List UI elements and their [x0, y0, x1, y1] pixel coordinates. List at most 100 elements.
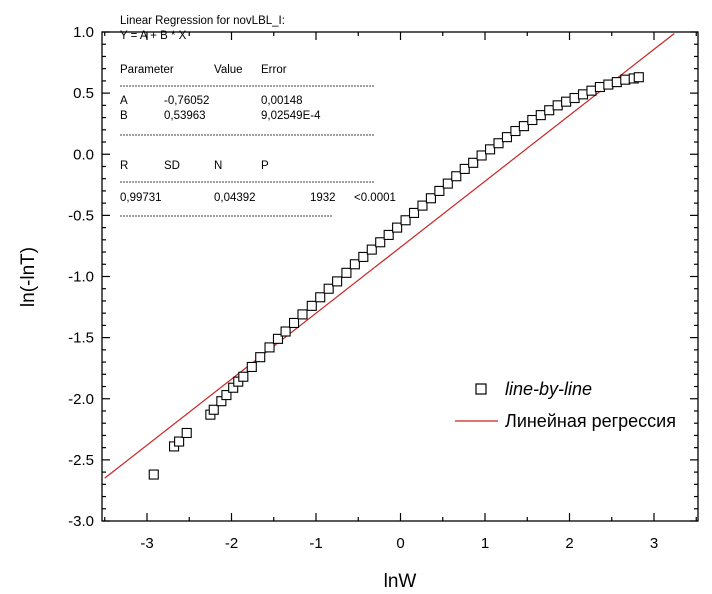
scatter-point — [306, 300, 317, 311]
scatter-point — [408, 207, 420, 218]
scatter-point — [552, 100, 563, 111]
x-axis-title: lnW — [384, 571, 417, 592]
scatter-point — [476, 150, 487, 161]
scatter-point — [493, 138, 504, 149]
scatter-point — [586, 85, 597, 96]
legend: line-by-line Линейная регрессия — [455, 379, 676, 431]
x-tick-label: 0 — [396, 535, 404, 552]
scatter-point — [280, 326, 291, 337]
scatter-point — [485, 144, 496, 155]
scatter-point — [603, 79, 614, 90]
scatter-point — [518, 121, 529, 132]
x-tick-label: -2 — [225, 535, 238, 552]
scatter-point — [148, 469, 159, 480]
scatter-point — [358, 251, 369, 262]
scatter-point — [535, 110, 546, 121]
scatter-point — [255, 352, 266, 363]
stat-value-sd: 0,04392 — [214, 192, 256, 204]
legend-label-scatter: line-by-line — [505, 379, 592, 399]
scatter-point — [544, 105, 555, 116]
axis-tick-labels: -3 -2 -1 0 1 2 3 -3.0 -2.5 -2.0 -1.5 -1.0 -0.5 0.0 0.5… — [68, 24, 658, 552]
regression-title: Linear Regression for novLBL_I: — [120, 15, 285, 27]
param-header-error: Error — [261, 64, 287, 76]
scatter-point — [366, 244, 377, 255]
legend-label-regression: Линейная регрессия — [505, 411, 676, 431]
stat-value-p: <0.0001 — [354, 192, 396, 204]
scatter-point — [383, 229, 394, 240]
y-tick-label: -1.5 — [68, 330, 94, 347]
scatter-point — [208, 404, 219, 415]
param-row-b-error: 9,02549E-4 — [261, 110, 321, 122]
scatter-point — [468, 157, 479, 168]
scatter-point — [323, 283, 334, 294]
scatter-point — [451, 171, 462, 182]
stat-value-r: 0,99731 — [120, 192, 162, 204]
scatter-point — [238, 371, 249, 382]
scatter-point — [561, 96, 572, 107]
x-tick-label: 3 — [650, 535, 658, 552]
scatter-point — [288, 317, 300, 329]
stat-header-n: N — [214, 160, 222, 172]
param-row-a-error: 0,00148 — [261, 95, 303, 107]
x-tick-label: -1 — [309, 535, 322, 552]
stat-header-r: R — [120, 160, 128, 172]
stat-header-sd: SD — [164, 160, 180, 172]
stat-header-p: P — [261, 160, 269, 172]
scatter-point — [246, 361, 257, 373]
scatter-point — [577, 89, 589, 100]
scatter-point — [620, 74, 631, 85]
scatter-point — [425, 193, 436, 204]
scatter-point — [181, 427, 192, 439]
scatter-point — [332, 276, 343, 287]
scatter-point — [527, 114, 538, 126]
scatter-point — [442, 178, 453, 189]
scatter-point — [510, 125, 521, 137]
stat-value-n: 1932 — [310, 192, 336, 204]
scatter-point — [216, 396, 227, 407]
scatter-point — [264, 342, 275, 353]
y-tick-label: -1.0 — [68, 269, 94, 286]
y-tick-label: -2.5 — [68, 452, 94, 469]
scatter-point — [221, 390, 232, 401]
scatter-point — [501, 132, 513, 143]
scatter-point — [434, 185, 445, 196]
param-row-a-name: A — [120, 95, 128, 107]
y-tick-label: 0.0 — [73, 146, 94, 163]
y-axis-title: ln(-lnT) — [18, 247, 39, 307]
scatter-point — [459, 163, 470, 174]
y-tick-label: -0.5 — [68, 207, 94, 224]
param-row-b-value: 0,53963 — [164, 110, 206, 122]
scatter-point — [392, 222, 403, 233]
scatter-point — [417, 200, 428, 211]
scatter-point — [569, 92, 580, 104]
param-header-parameter: Parameter — [120, 64, 174, 76]
scatter-point — [633, 72, 644, 83]
scatter-point — [272, 333, 284, 344]
axis-ticks — [102, 31, 698, 522]
scatter-point — [349, 259, 360, 270]
param-header-value: Value — [214, 64, 243, 76]
scatter-points — [148, 72, 644, 480]
x-tick-label: -3 — [140, 535, 153, 552]
scatter-point — [297, 309, 308, 320]
scatter-point — [400, 215, 411, 226]
scatter-point — [594, 81, 605, 93]
scatter-point — [611, 77, 622, 88]
scatter-point — [315, 292, 326, 303]
y-tick-label: 1.0 — [73, 24, 94, 41]
y-tick-label: -2.0 — [68, 391, 94, 408]
x-tick-label: 2 — [565, 535, 573, 552]
regression-line — [104, 33, 675, 479]
scatter-point — [174, 436, 185, 447]
y-tick-label: 0.5 — [73, 85, 94, 102]
scatter-point — [375, 237, 386, 248]
legend-marker-scatter — [475, 383, 487, 395]
param-row-a-value: -0,76052 — [164, 95, 209, 107]
y-tick-label: -3.0 — [68, 513, 94, 530]
scatter-point — [341, 267, 352, 278]
x-tick-label: 1 — [481, 535, 489, 552]
scatter-point — [228, 382, 239, 393]
regression-equation: Y = A + B * X — [120, 30, 187, 42]
param-row-b-name: B — [120, 110, 128, 122]
